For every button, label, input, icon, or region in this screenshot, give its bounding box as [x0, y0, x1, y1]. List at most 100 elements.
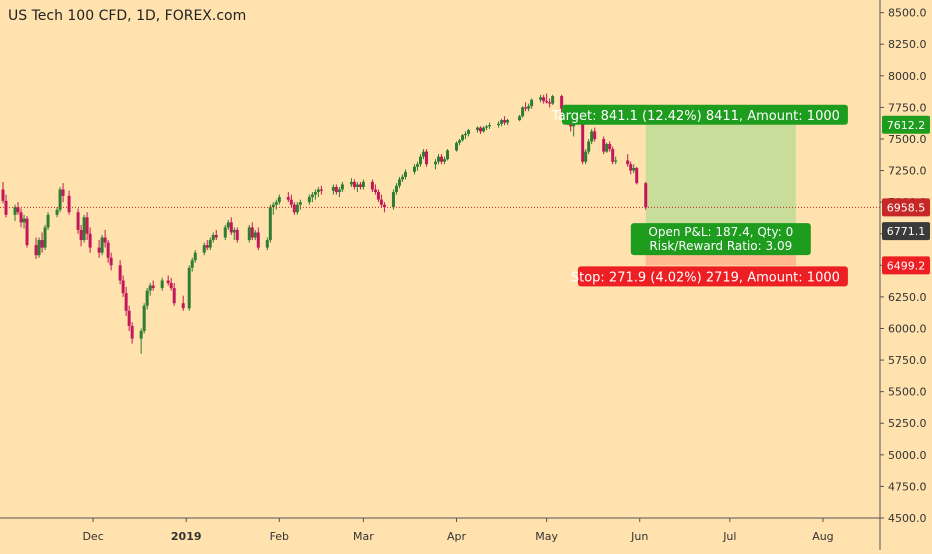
candle-body	[403, 171, 407, 177]
candle-body	[193, 252, 197, 261]
candle-body	[172, 288, 176, 304]
y-tick-label: 8000.0	[888, 70, 927, 83]
risk-reward-text: Risk/Reward Ratio: 3.09	[649, 239, 792, 253]
y-tick-label: 7750.0	[888, 101, 927, 114]
candle-body	[145, 290, 149, 306]
candle-body	[467, 130, 471, 134]
stop-price-label: 6499.2	[887, 259, 926, 272]
y-tick-label: 8500.0	[888, 7, 927, 20]
candle-body	[337, 189, 341, 193]
candle-body	[25, 218, 29, 246]
candle-body	[458, 140, 462, 143]
entry-price-tag-bg	[882, 222, 930, 241]
candle-body	[286, 197, 290, 200]
candle-body	[352, 181, 356, 187]
candle-body	[497, 123, 501, 126]
x-tick-label: Jun	[630, 530, 648, 543]
candle-body	[524, 107, 528, 109]
candle-body	[644, 183, 648, 208]
y-tick-label: 5000.0	[888, 449, 927, 462]
candle-body	[626, 160, 630, 165]
candle-body	[581, 123, 585, 162]
candle-body	[506, 120, 510, 123]
target-price-tag-bg	[882, 115, 930, 134]
candle-body	[118, 265, 122, 281]
target-price-label: 7612.2	[887, 119, 926, 132]
candle-body	[229, 222, 233, 233]
chart-title: US Tech 100 CFD, 1D, FOREX.com	[8, 8, 247, 24]
open-pnl-text: Open P&L: 187.4, Qty: 0	[648, 225, 793, 239]
candle-body	[298, 202, 302, 205]
candle-body	[394, 185, 398, 193]
candle-body	[19, 212, 23, 223]
candle-body	[130, 325, 134, 339]
target-badge-text: Target: 841.1 (12.42%) 8411, Amount: 100…	[551, 109, 840, 124]
y-tick-label: 7500.0	[888, 133, 927, 146]
y-tick-label: 7250.0	[888, 165, 927, 178]
target-badge[interactable]: Target: 841.1 (12.42%) 8411, Amount: 100…	[551, 104, 848, 125]
candle-body	[13, 207, 17, 215]
candle-body	[397, 179, 401, 186]
candle-body	[319, 189, 323, 191]
candle-body	[307, 197, 311, 203]
candle-body	[205, 245, 209, 248]
pnl-box-bg	[630, 223, 811, 256]
candle-body	[160, 280, 164, 289]
candle-body	[82, 217, 86, 241]
candle-body	[34, 245, 38, 256]
candle-body	[361, 181, 365, 187]
candle-body	[88, 233, 92, 248]
candle-body	[530, 99, 534, 107]
candle-body	[632, 168, 636, 171]
stop-badge-bg	[577, 266, 848, 287]
candle-body	[223, 227, 227, 238]
y-tick-label: 8250.0	[888, 38, 927, 51]
candle-body	[46, 214, 50, 228]
candle-body	[313, 192, 317, 195]
candle-body	[415, 164, 419, 167]
candle-body	[124, 293, 128, 311]
candle-body	[379, 199, 383, 205]
x-tick-label: 2019	[171, 530, 202, 543]
candle-body	[340, 184, 344, 190]
y-tick-label: 5250.0	[888, 417, 927, 430]
candle-body	[560, 96, 564, 109]
candle-body	[373, 189, 377, 193]
pnl-box[interactable]: Open P&L: 187.4, Qty: 0 Risk/Reward Rati…	[630, 223, 811, 256]
x-axis-ticks[interactable]: Dec 2019 Feb Mar Apr May Jun Jul Aug	[82, 518, 834, 543]
reward-zone[interactable]	[645, 124, 796, 232]
target-price-tag: 7612.2	[882, 115, 930, 134]
candle-body	[97, 247, 101, 253]
stop-price-tag: 6499.2	[882, 256, 930, 275]
candle-body	[55, 209, 59, 215]
candle-body	[211, 234, 215, 241]
stop-badge[interactable]: Stop: 271.9 (4.02%) 2719, Amount: 1000	[571, 266, 848, 287]
x-tick-label: Mar	[353, 530, 374, 543]
candle-body	[43, 227, 47, 248]
candle-body	[349, 181, 353, 185]
candle-body	[584, 151, 588, 162]
entry-price-tag: 6771.1	[882, 222, 930, 241]
y-tick-label: 5500.0	[888, 386, 927, 399]
candle-body	[235, 229, 239, 241]
candle-body	[635, 168, 639, 184]
candle-body	[76, 212, 80, 230]
candle-body	[440, 156, 444, 162]
candle-body	[614, 160, 618, 162]
candle-body	[461, 135, 465, 141]
candle-body	[482, 127, 486, 132]
candle-body	[61, 189, 65, 196]
candle-body	[274, 202, 278, 205]
current-price-tag-bg	[882, 198, 930, 217]
candle-body	[355, 184, 359, 187]
target-badge-bg	[561, 104, 848, 125]
current-price-label: 6958.5	[887, 201, 926, 214]
candle-body	[103, 237, 107, 243]
candle-body	[334, 186, 338, 193]
candle-body	[271, 204, 275, 208]
candle-body	[331, 186, 335, 191]
candle-body	[1, 189, 5, 201]
candle-body	[265, 240, 269, 248]
